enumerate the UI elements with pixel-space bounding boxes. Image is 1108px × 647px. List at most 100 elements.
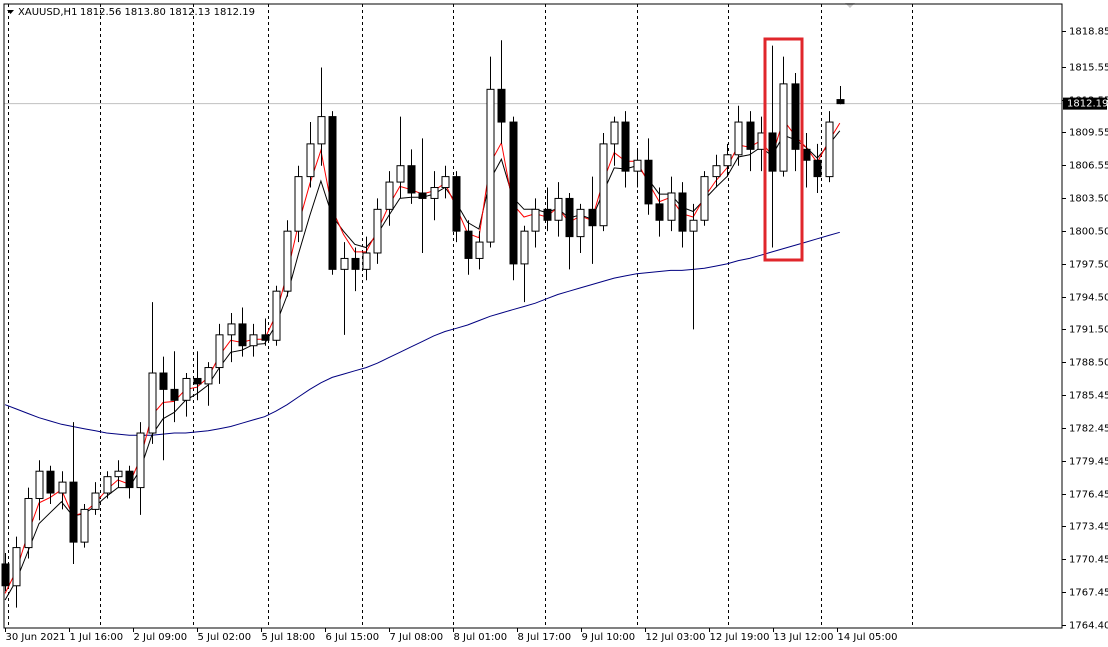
candle-body (24, 497, 33, 549)
axis-layer: 1764.40 1767.45 1770.45 1773.45 1776.45 1779.… (5, 27, 1108, 643)
candle-body (182, 377, 191, 401)
candle-body (825, 121, 834, 178)
candle-body (136, 432, 145, 489)
candle-body (723, 154, 732, 167)
y-tick-label: 1773.45 (1069, 522, 1108, 533)
candle-body (746, 121, 755, 150)
candle-body (46, 470, 55, 494)
plot-frame (3, 3, 1063, 629)
candle-body (328, 116, 337, 270)
candle-body (644, 159, 653, 205)
y-tick-label: 1806.55 (1069, 161, 1108, 172)
candle-body (385, 181, 394, 210)
candle-body (441, 176, 450, 189)
candle-body (802, 148, 811, 161)
candle-body (734, 121, 743, 156)
candle-body (610, 121, 619, 145)
candle-body (159, 372, 168, 390)
candle-body (667, 192, 676, 221)
candle-layer (1, 40, 845, 608)
y-tick-label: 1818.85 (1069, 27, 1108, 38)
candle-body (114, 470, 123, 478)
x-tick-label: 30 Jun 2021 (6, 632, 66, 643)
candle-body (407, 165, 416, 194)
grid-layer (4, 4, 1062, 628)
candle-body (430, 187, 439, 199)
y-tick-label: 1788.50 (1069, 358, 1108, 369)
candle-body (565, 197, 574, 238)
candle-body (712, 165, 721, 178)
x-tick-label: 5 Jul 18:00 (262, 632, 316, 643)
candle-body (768, 132, 777, 172)
x-tick-label: 2 Jul 09:00 (134, 632, 188, 643)
candle-body (125, 470, 134, 489)
x-tick-label: 12 Jul 03:00 (646, 632, 706, 643)
menu-arrow (7, 10, 14, 14)
candle-body (351, 257, 360, 270)
y-tick-label: 1791.50 (1069, 325, 1108, 336)
highlight-box (763, 37, 804, 262)
candle-body (520, 230, 529, 265)
candle-body (362, 252, 371, 270)
candle-body (531, 208, 540, 232)
candle-body (599, 143, 608, 227)
candle-body (791, 83, 800, 150)
candle-body (193, 377, 202, 385)
y-tick-label: 1809.55 (1069, 128, 1108, 139)
candle-body (294, 176, 303, 232)
candle-body (497, 88, 506, 123)
candle-body (283, 230, 292, 292)
x-tick-label: 5 Jul 02:00 (198, 632, 252, 643)
candle-body (813, 159, 822, 178)
candle-body (148, 372, 157, 434)
x-tick-label: 12 Jul 19:00 (710, 632, 770, 643)
candle-body (554, 197, 563, 221)
candle-body (69, 481, 78, 543)
candle-body (1, 563, 10, 587)
last-price-box (1063, 97, 1107, 110)
candle-body (509, 121, 518, 265)
candle-body (836, 99, 845, 105)
y-tick-label: 1764.40 (1069, 621, 1108, 632)
candle-body (779, 83, 788, 172)
candle-body (80, 508, 89, 543)
candle-body (633, 159, 642, 172)
y-tick-label: 1776.45 (1069, 490, 1108, 501)
y-tick-label: 1767.45 (1069, 588, 1108, 599)
candle-body (238, 323, 247, 347)
candle-body (227, 323, 236, 336)
candle-body (475, 241, 484, 259)
candle-body (486, 88, 495, 243)
candle-body (373, 208, 382, 254)
candle-body (317, 116, 326, 145)
candle-body (452, 176, 461, 232)
candle-body (588, 208, 597, 227)
symbol: XAUUSD,H1 (18, 7, 77, 18)
candle-body (678, 192, 687, 232)
y-tick-label: 1797.50 (1069, 260, 1108, 271)
y-tick-label: 1785.45 (1069, 391, 1108, 402)
candle-body (689, 219, 698, 232)
y-tick-label: 1779.45 (1069, 457, 1108, 468)
candle-body (464, 230, 473, 259)
candle-body (655, 203, 664, 221)
last-price-label: 1812.19 (1067, 99, 1108, 110)
y-tick-label: 1800.50 (1069, 227, 1108, 238)
candle-body (576, 208, 585, 238)
candle-body (58, 481, 67, 494)
candle-body (170, 388, 179, 401)
x-tick-label: 13 Jul 12:00 (774, 632, 834, 643)
candle-body (204, 367, 213, 385)
y-tick-label: 1770.45 (1069, 555, 1108, 566)
candle-body (543, 208, 552, 221)
y-tick-label: 1815.55 (1069, 63, 1108, 74)
candle-body (91, 492, 100, 510)
candle-body (418, 192, 427, 199)
ohlc-text: 1812.56 1813.80 1812.13 1812.19 (80, 7, 255, 18)
x-tick-label: 1 Jul 16:00 (70, 632, 124, 643)
y-tick-label: 1794.50 (1069, 293, 1108, 304)
candle-body (249, 334, 258, 347)
y-tick-label: 1782.45 (1069, 424, 1108, 435)
x-tick-label: 9 Jul 10:00 (582, 632, 636, 643)
